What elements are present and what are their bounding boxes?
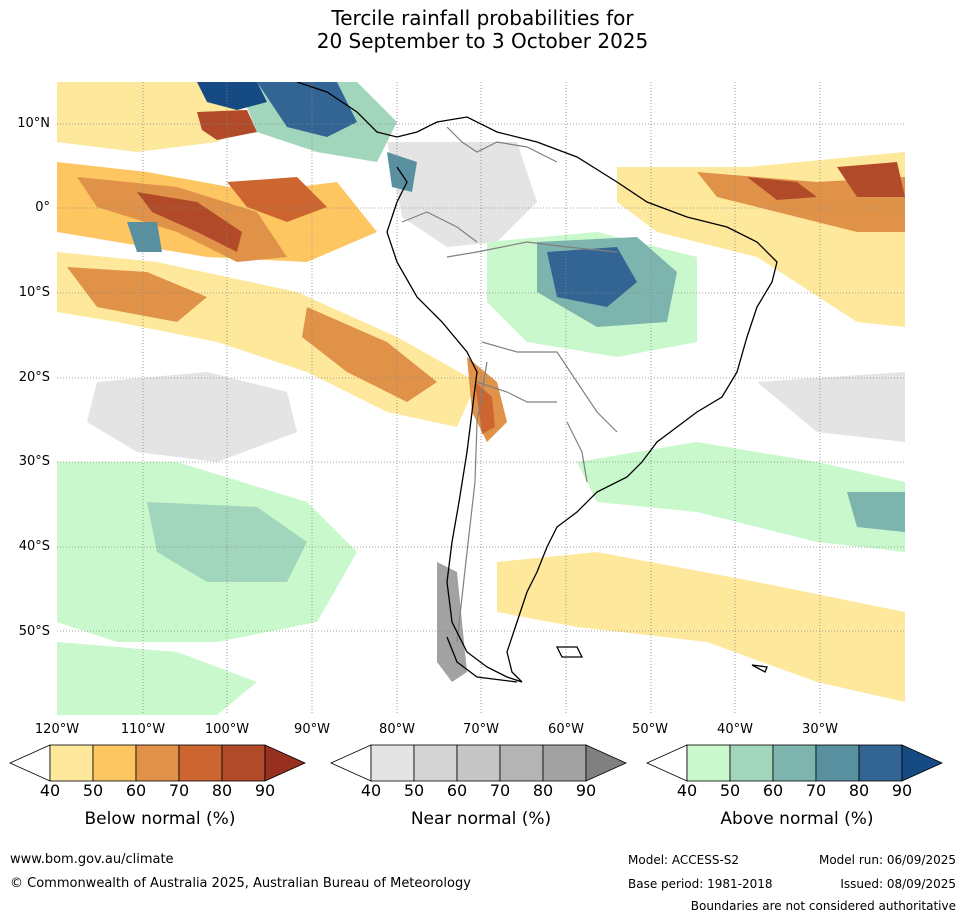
lon-label-110w: 110°W	[120, 722, 166, 737]
near-normal-area	[387, 142, 537, 247]
near-normal-area	[87, 372, 297, 462]
model-run: Model run: 06/09/2025	[818, 853, 956, 867]
above-normal-title: Above normal (%)	[720, 809, 874, 829]
base-period: Base period: 1981-2018	[628, 877, 773, 891]
below-normal-area	[137, 192, 242, 252]
above-colorbar-tick-label: 70	[805, 781, 827, 800]
below-colorbar-segment	[49, 744, 94, 782]
near-colorbar-max-extension	[585, 744, 627, 782]
below-colorbar-segment	[178, 744, 223, 782]
lon-label-50w: 50°W	[632, 722, 668, 737]
above-colorbar-tick-label: 80	[848, 781, 870, 800]
below-colorbar-min-extension	[9, 744, 51, 782]
map-title-line2: 20 September to 3 October 2025	[316, 29, 649, 53]
issued-date: Issued: 08/09/2025	[840, 877, 956, 891]
above-colorbar-max-extension	[901, 744, 943, 782]
above-normal-area	[577, 442, 905, 552]
lon-label-60w: 60°W	[548, 722, 584, 737]
lon-label-90w: 90°W	[294, 722, 330, 737]
below-normal-area	[747, 177, 817, 200]
above-normal-area	[387, 152, 417, 192]
above-colorbar-segment	[729, 744, 774, 782]
below-normal-area	[227, 177, 327, 222]
lon-label-70w: 70°W	[463, 722, 499, 737]
lat-label-20s: 20°S	[18, 370, 50, 385]
below-colorbar-max-extension	[264, 744, 306, 782]
above-colorbar-segment	[686, 744, 731, 782]
below-colorbar-tick-label: 70	[168, 781, 190, 800]
near-normal-title: Near normal (%)	[410, 809, 552, 829]
near-colorbar-tick-label: 60	[446, 781, 468, 800]
below-normal-area	[837, 162, 905, 197]
near-colorbar-segment	[499, 744, 544, 782]
map-panel	[57, 82, 905, 715]
below-normal-title: Below normal (%)	[84, 809, 236, 829]
above-normal-area	[57, 642, 257, 715]
near-normal-area	[757, 372, 905, 442]
lat-label-30s: 30°S	[18, 454, 50, 469]
near-colorbar-segment	[542, 744, 587, 782]
near-colorbar-segment	[370, 744, 415, 782]
above-colorbar-segment	[772, 744, 817, 782]
model-name: Model: ACCESS-S2	[628, 853, 740, 867]
above-colorbar-segment	[815, 744, 860, 782]
below-colorbar-tick-label: 40	[39, 781, 61, 800]
above-normal-colorbar	[646, 744, 943, 782]
forecast-map	[57, 82, 905, 715]
below-colorbar-tick-label: 50	[82, 781, 104, 800]
lat-label-10s: 10°S	[18, 285, 50, 300]
above-colorbar-min-extension	[646, 744, 688, 782]
above-colorbar-segment	[858, 744, 903, 782]
above-normal-area	[547, 247, 637, 307]
near-colorbar-tick-label: 70	[489, 781, 511, 800]
above-colorbar-tick-label: 60	[762, 781, 784, 800]
lat-label-40s: 40°S	[18, 539, 50, 554]
above-colorbar-tick-label: 50	[719, 781, 741, 800]
lat-label-10n: 10°N	[17, 116, 50, 131]
lon-label-100w: 100°W	[204, 722, 250, 737]
gridlines	[57, 82, 905, 715]
below-normal-area	[475, 382, 495, 434]
lat-label-0: 0°	[35, 200, 50, 215]
probability-field	[57, 82, 905, 702]
near-colorbar-tick-label: 90	[575, 781, 597, 800]
below-normal-area	[67, 267, 207, 322]
below-colorbar-tick-label: 80	[211, 781, 233, 800]
below-colorbar-segment	[221, 744, 266, 782]
above-normal-area	[127, 222, 162, 252]
country-borders	[401, 126, 618, 643]
above-colorbar-tick-label: 90	[891, 781, 913, 800]
lat-label-50s: 50°S	[18, 624, 50, 639]
bom-url: www.bom.gov.au/climate	[10, 852, 174, 867]
below-colorbar-tick-label: 90	[254, 781, 276, 800]
below-normal-area	[497, 552, 905, 702]
lon-label-40w: 40°W	[717, 722, 753, 737]
lon-label-30w: 30°W	[802, 722, 838, 737]
near-normal-field	[87, 142, 905, 682]
near-colorbar-tick-label: 40	[360, 781, 382, 800]
above-normal-field	[57, 82, 905, 715]
below-colorbar-tick-label: 60	[125, 781, 147, 800]
boundaries-disclaimer: Boundaries are not considered authoritat…	[690, 899, 956, 913]
lon-label-120w: 120°W	[34, 722, 80, 737]
above-colorbar-tick-label: 40	[676, 781, 698, 800]
near-colorbar-tick-label: 80	[532, 781, 554, 800]
near-colorbar-tick-label: 50	[403, 781, 425, 800]
below-normal-area	[302, 307, 437, 402]
map-title-line1: Tercile rainfall probabilities for	[331, 6, 634, 30]
copyright-text: © Commonwealth of Australia 2025, Austra…	[10, 876, 471, 891]
near-colorbar-min-extension	[330, 744, 372, 782]
below-colorbar-segment	[135, 744, 180, 782]
near-colorbar-segment	[456, 744, 501, 782]
near-normal-colorbar	[330, 744, 627, 782]
coastline	[296, 82, 778, 683]
near-colorbar-segment	[413, 744, 458, 782]
below-normal-colorbar	[9, 744, 306, 782]
above-normal-area	[847, 492, 905, 532]
below-colorbar-segment	[92, 744, 137, 782]
lon-label-80w: 80°W	[379, 722, 415, 737]
above-normal-area	[197, 82, 267, 110]
